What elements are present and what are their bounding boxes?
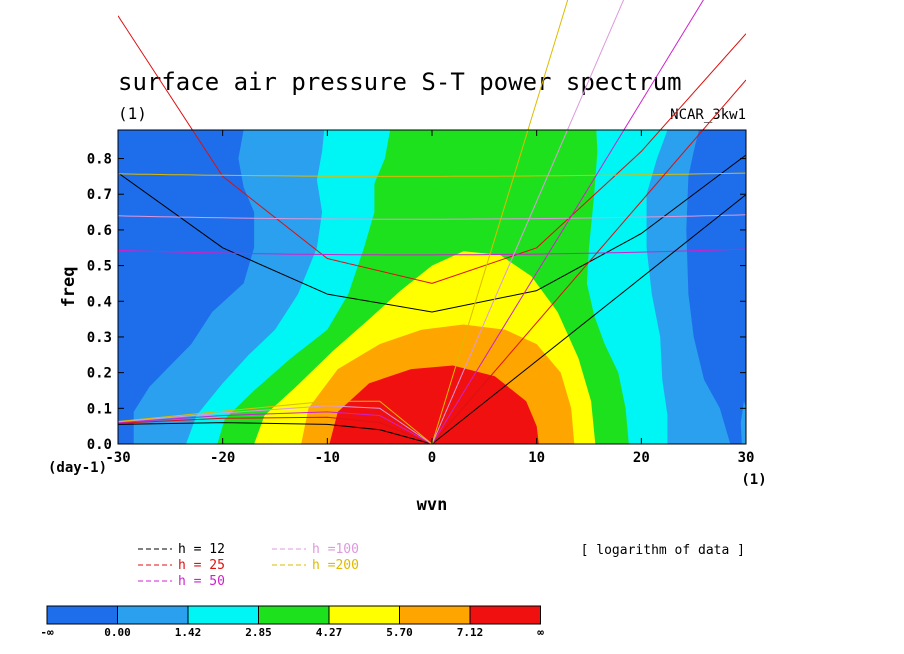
dispersion-curve-antisymmetric_upper — [118, 15, 746, 284]
legend-entry: h = 25 — [178, 558, 225, 573]
dispersion-curve-antisymmetric_upper — [118, 214, 746, 220]
y-unit-label: (day-1) — [48, 460, 107, 476]
y-tick-label: 0.0 — [87, 437, 112, 453]
x-tick-label: 30 — [738, 450, 755, 466]
colorbar-label: 7.12 — [457, 626, 484, 639]
colorbar-swatch — [187, 605, 259, 625]
colorbar: -∞ 0.00 1.42 2.85 4.27 5.70 7.12 ∞ — [40, 605, 544, 639]
colorbar-label: -∞ — [40, 626, 54, 639]
dispersion-curve-kelvin — [431, 0, 625, 444]
colorbar-swatch — [46, 605, 118, 625]
x-tick-label: 20 — [633, 450, 650, 466]
legend-entry: h =200 — [312, 558, 359, 573]
dispersion-curve-antisymmetric_upper — [118, 172, 746, 177]
data-note: [ logarithm of data ] — [581, 543, 745, 558]
dispersion-curve-kelvin — [431, 79, 746, 444]
legend-entry: h =100 — [312, 542, 359, 557]
chart-subtitle: (1) — [118, 104, 147, 123]
colorbar-swatch — [117, 605, 189, 625]
colorbar-label: ∞ — [537, 626, 544, 639]
colorbar-swatch — [328, 605, 400, 625]
dispersion-curve-rossby — [118, 422, 433, 444]
dispersion-curve-rossby — [118, 411, 433, 444]
x-axis-label: wvn — [417, 495, 448, 515]
contour-region-level-6 — [329, 365, 539, 444]
dispersion-curve-rossby — [118, 405, 433, 444]
legend-entry: h = 12 — [178, 542, 225, 557]
x-tick-label: -20 — [210, 450, 235, 466]
x-unit-label: (1) — [741, 472, 766, 488]
dispersion-curve-antisymmetric_upper — [118, 248, 746, 256]
colorbar-label: 4.27 — [316, 626, 343, 639]
colorbar-label: 1.42 — [175, 626, 202, 639]
colorbar-label: 5.70 — [386, 626, 413, 639]
x-tick-label: 10 — [528, 450, 545, 466]
legend-entry: h = 50 — [178, 574, 225, 589]
dispersion-curve-rossby — [118, 416, 433, 444]
colorbar-swatch — [399, 605, 471, 625]
y-tick-label: 0.2 — [87, 366, 112, 382]
dispersion-curve-kelvin — [431, 194, 746, 444]
source-label: NCAR_3kw1 — [670, 107, 746, 123]
dispersion-curve-kelvin — [431, 0, 704, 444]
y-tick-label: 0.6 — [87, 223, 112, 239]
x-tick-label: -30 — [105, 450, 130, 466]
y-axis: 0.0 0.1 0.2 0.3 0.4 0.5 0.6 0.7 0.8 — [87, 152, 746, 453]
contour-regions — [133, 130, 746, 444]
x-tick-label: 0 — [428, 450, 436, 466]
y-tick-label: 0.8 — [87, 152, 112, 168]
y-tick-label: 0.5 — [87, 259, 112, 275]
dispersion-curve-antisymmetric_upper — [118, 154, 746, 313]
y-axis-label: freq — [59, 267, 79, 308]
colorbar-label: 0.00 — [104, 626, 131, 639]
dispersion-curve-rossby — [118, 400, 433, 444]
y-tick-label: 0.4 — [87, 294, 112, 310]
y-tick-label: 0.3 — [87, 330, 112, 346]
y-tick-label: 0.7 — [87, 187, 112, 203]
x-axis: -30 -20 -10 0 10 20 30 — [105, 130, 754, 466]
colorbar-label: 2.85 — [245, 626, 272, 639]
chart-title: surface air pressure S-T power spectrum — [118, 68, 682, 96]
dispersion-curves — [118, 0, 746, 444]
x-tick-label: -10 — [315, 450, 340, 466]
y-tick-label: 0.1 — [87, 401, 112, 417]
dispersion-curve-kelvin — [431, 0, 569, 444]
colorbar-swatch — [258, 605, 330, 625]
colorbar-swatch — [469, 605, 541, 625]
